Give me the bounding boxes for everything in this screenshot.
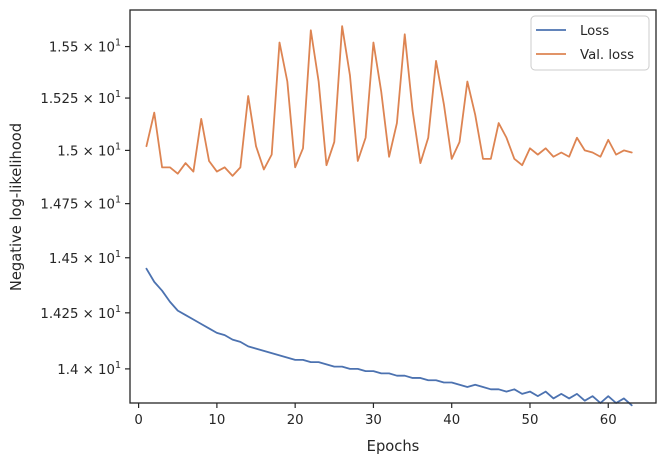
y-tick-label: 1.525 × 101 (40, 89, 121, 107)
series-line-loss (145, 267, 633, 407)
y-tick-label: 1.5 × 101 (57, 141, 121, 159)
y-tick-label: 1.4 × 101 (57, 360, 121, 378)
x-tick-label: 30 (365, 413, 382, 428)
plot-background (130, 10, 656, 403)
plot-frame (129, 9, 657, 404)
series-line-val-loss (145, 25, 633, 177)
y-tick-label: 1.55 × 101 (49, 38, 121, 56)
x-axis-ticks: 0 10 20 30 40 50 60 (134, 403, 617, 428)
x-tick-label: 20 (287, 413, 304, 428)
x-axis-label: Epochs (367, 438, 420, 455)
y-tick-label: 1.45 × 101 (49, 249, 121, 267)
series-layer (145, 25, 633, 407)
x-tick-label: 50 (522, 413, 539, 428)
x-tick-label: 0 (134, 413, 142, 428)
x-tick-label: 10 (208, 413, 225, 428)
legend: Loss Val. loss (530, 15, 650, 71)
y-axis-label: Negative log-likelihood (8, 123, 25, 291)
legend-label-loss: Loss (580, 24, 609, 39)
x-tick-label: 60 (600, 413, 617, 428)
legend-label-val-loss: Val. loss (580, 48, 634, 63)
y-tick-label: 1.425 × 101 (40, 304, 121, 322)
y-tick-label: 1.475 × 101 (40, 195, 121, 213)
x-tick-label: 40 (443, 413, 460, 428)
y-axis-ticks: 1.4 × 101 1.425 × 101 1.45 × 101 1.475 × 10… (40, 38, 130, 378)
